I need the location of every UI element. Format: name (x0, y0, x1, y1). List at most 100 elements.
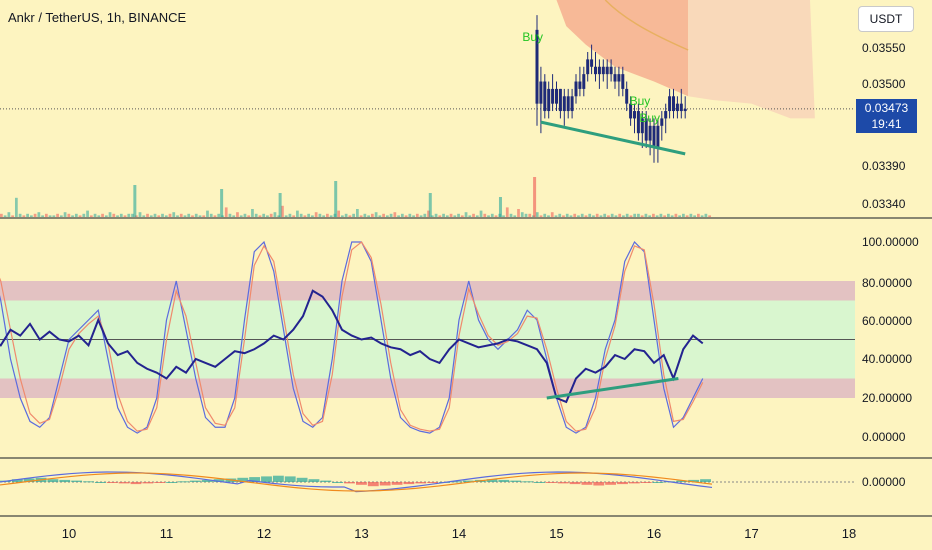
volume-bar (430, 215, 434, 217)
time-tick-label: 10 (62, 526, 76, 541)
volume-bar (356, 209, 359, 217)
histogram-tick-label: 0.00000 (862, 475, 906, 489)
candle-body (664, 111, 668, 119)
volume-bar (479, 210, 483, 217)
volume-bar (86, 210, 89, 217)
histogram-bar (605, 482, 617, 485)
volume-bar (251, 209, 254, 217)
volume-bar (453, 215, 457, 217)
volume-bar (341, 215, 344, 217)
histogram-bar (130, 482, 142, 485)
candle-body (597, 66, 601, 75)
volume-bar (239, 215, 243, 217)
candle-body (683, 108, 687, 112)
volume-bar (116, 215, 119, 217)
volume-bar (119, 213, 123, 217)
volume-bar (674, 213, 678, 217)
volume-bar (153, 213, 157, 217)
time-tick-label: 18 (842, 526, 856, 541)
histogram-bar (296, 477, 308, 482)
histogram-bar (154, 482, 166, 483)
histogram-bar (201, 479, 213, 482)
volume-bar (41, 215, 44, 217)
volume-bar (637, 213, 640, 217)
volume-bar (217, 213, 221, 217)
candle-body (547, 88, 551, 112)
histogram-bar (118, 482, 130, 484)
volume-bar (445, 215, 449, 217)
volume-bar (133, 185, 137, 217)
candle-body (570, 96, 574, 112)
volume-bar (659, 213, 663, 217)
histogram-bar (344, 482, 355, 484)
volume-bar (704, 213, 708, 217)
volume-bar (682, 213, 685, 217)
volume-bar (517, 209, 520, 217)
volume-bar (198, 215, 202, 217)
volume-bar (419, 215, 423, 217)
volume-bar (348, 215, 352, 217)
volume-bar (524, 213, 528, 217)
oscillator-tick-label: 100.00000 (862, 235, 919, 249)
price-tick-label: 0.03500 (862, 77, 906, 91)
volume-bar (123, 215, 127, 217)
ichimoku-cloud (556, 0, 689, 97)
volume-bar (533, 177, 537, 217)
volume-bar (284, 215, 288, 217)
volume-bar (236, 212, 239, 217)
volume-bar (209, 213, 213, 217)
time-tick-label: 11 (160, 526, 174, 541)
candle-body (613, 74, 617, 82)
volume-bar (59, 215, 63, 217)
candle-body (566, 96, 570, 112)
volume-bar (472, 213, 475, 217)
histogram-bar (688, 479, 700, 482)
volume-bar (509, 213, 513, 217)
volume-bar (104, 215, 108, 217)
histogram-bar (581, 482, 593, 485)
volume-bar (584, 215, 588, 217)
volume-bar (370, 213, 374, 217)
volume-bar (97, 215, 101, 217)
histogram-bar (47, 479, 59, 482)
volume-bar (0, 213, 3, 217)
volume-bar (382, 213, 385, 217)
time-tick-label: 17 (744, 526, 758, 541)
volume-bar (232, 215, 236, 217)
oscillator-trendline (546, 377, 679, 400)
volume-bar (337, 210, 341, 217)
last-price-label: 0.03473 19:41 (856, 99, 917, 133)
volume-bar (438, 215, 442, 217)
histogram-bar (142, 482, 154, 484)
candle-body (574, 81, 578, 97)
currency-selector-button[interactable]: USDT (858, 6, 914, 32)
future-cloud (688, 0, 815, 119)
histogram-bar (498, 479, 510, 482)
volume-bar (569, 215, 573, 217)
histogram-bar (261, 476, 272, 482)
volume-bar (213, 215, 217, 217)
volume-bar (547, 215, 550, 217)
volume-bar (18, 213, 22, 217)
time-tick-label: 15 (549, 526, 563, 541)
buy-signal-label: Buy (522, 30, 543, 44)
oversold-band (0, 378, 855, 398)
volume-bar (595, 213, 599, 217)
volume-bar (37, 212, 41, 217)
volume-bar (359, 215, 363, 217)
volume-bar (374, 212, 378, 217)
volume-bar (423, 213, 427, 217)
volume-bar (164, 215, 168, 217)
histogram-bar (510, 480, 522, 482)
volume-bar (108, 212, 112, 217)
volume-bar (202, 215, 206, 217)
histogram-bar (534, 482, 545, 483)
symbol-title[interactable]: Ankr / TetherUS, 1h, BINANCE (8, 10, 187, 25)
volume-bar (146, 213, 149, 217)
candle-body (668, 96, 672, 112)
volume-bar (311, 215, 314, 217)
histogram-bar (166, 482, 177, 483)
support-trendline (540, 120, 686, 156)
